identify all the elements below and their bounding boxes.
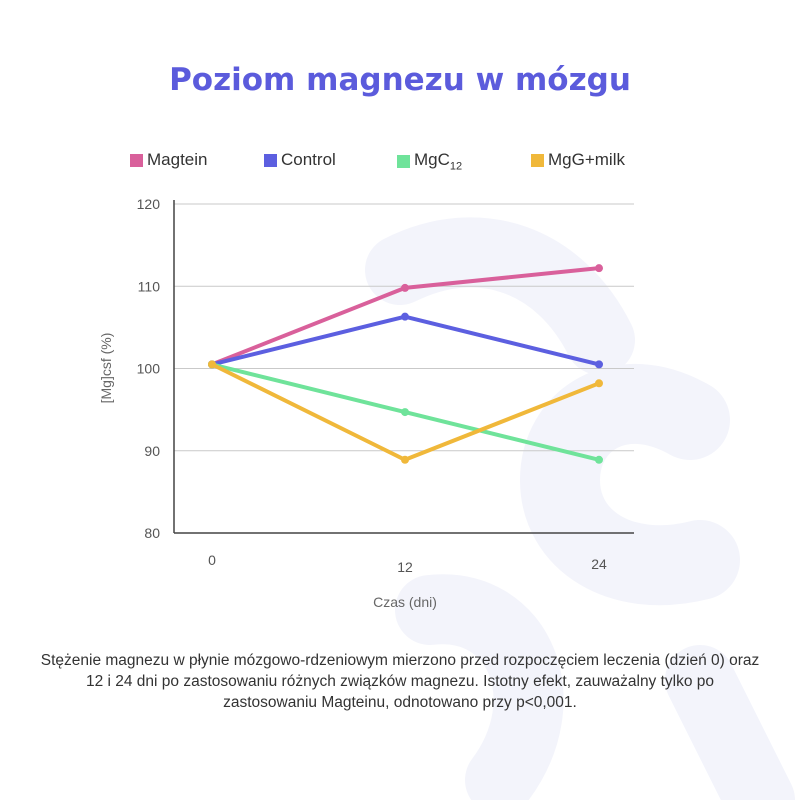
- legend-item-mgg-milk: MgG+milk: [531, 150, 625, 170]
- x-tick-label: 12: [397, 559, 413, 575]
- legend-item-magtein: Magtein: [130, 150, 207, 170]
- legend-swatch-magtein: [130, 153, 143, 167]
- data-point-mgg-milk: [401, 455, 409, 464]
- data-point-mgc12: [595, 455, 603, 464]
- page-title: Poziom magnezu w mózgu: [169, 62, 631, 98]
- x-tick-label: 0: [208, 552, 216, 568]
- legend-swatch-mgc12: [397, 154, 410, 168]
- legend-swatch-mgg-milk: [531, 153, 544, 167]
- data-point-magtein: [401, 283, 409, 292]
- legend-label-mgc12: MgC12: [414, 150, 463, 173]
- legend-item-control: Control: [264, 150, 336, 170]
- chart-caption: Stężenie magnezu w płynie mózgowo-rdzeni…: [40, 652, 760, 711]
- x-axis-label: Czas (dni): [373, 594, 437, 610]
- data-point-control: [401, 312, 409, 321]
- y-tick-label: 80: [144, 525, 160, 541]
- legend-label-magtein: Magtein: [147, 150, 208, 169]
- y-tick-label: 120: [137, 196, 161, 212]
- legend-swatch-control: [264, 153, 277, 167]
- data-point-control: [595, 360, 603, 369]
- y-axis-label: [Mg]csf (%): [98, 333, 114, 404]
- y-tick-label: 100: [137, 361, 161, 377]
- legend: Magtein Control MgC12 MgG+milk: [0, 150, 800, 172]
- legend-item-mgc12: MgC12: [397, 150, 462, 172]
- legend-label-mgg-milk: MgG+milk: [548, 150, 625, 169]
- y-tick-label: 90: [144, 443, 160, 459]
- x-tick-label: 24: [591, 556, 607, 572]
- legend-label-control: Control: [281, 150, 336, 169]
- data-point-mgc12: [401, 408, 409, 417]
- data-point-magtein: [595, 264, 603, 273]
- data-point-mgg-milk: [595, 379, 603, 388]
- y-tick-label: 110: [138, 278, 161, 294]
- data-point-mgg-milk: [208, 360, 216, 369]
